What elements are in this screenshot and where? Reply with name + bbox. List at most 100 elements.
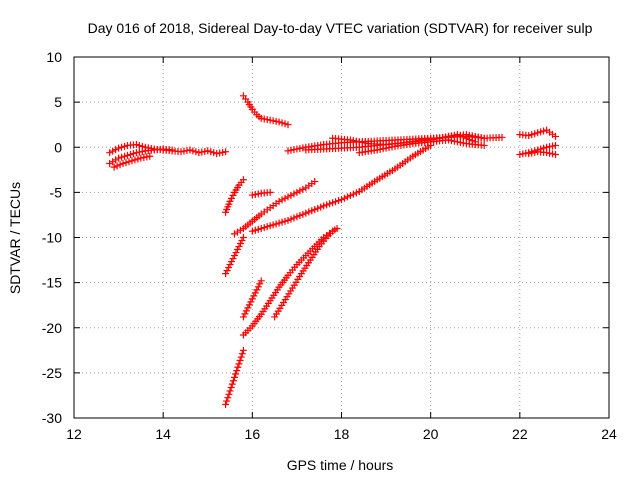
data-point-marker bbox=[210, 149, 218, 157]
data-point-marker bbox=[293, 188, 301, 196]
data-point-marker bbox=[382, 144, 390, 152]
x-tick-label: 24 bbox=[601, 426, 617, 442]
data-point-marker bbox=[379, 145, 387, 153]
data-series-17 bbox=[355, 136, 488, 157]
data-point-marker bbox=[278, 119, 286, 127]
data-point-marker bbox=[552, 141, 559, 149]
data-point-marker bbox=[290, 190, 298, 198]
data-point-marker bbox=[256, 280, 264, 288]
data-point-marker bbox=[305, 208, 313, 216]
tick-layer: 12 14 16 18 20 22 24 10 5 0 -5 -10 -15 -20 -25 -30 bbox=[42, 49, 617, 442]
data-point-marker bbox=[326, 200, 334, 208]
data-point-marker bbox=[242, 307, 250, 315]
data-point-marker bbox=[198, 148, 206, 156]
data-point-marker bbox=[275, 219, 283, 227]
data-series-2 bbox=[106, 145, 176, 167]
data-point-marker bbox=[284, 216, 292, 224]
data-point-marker bbox=[128, 157, 136, 165]
data-series-18 bbox=[516, 126, 559, 140]
y-tick-label: -20 bbox=[42, 320, 62, 336]
data-point-marker bbox=[480, 134, 488, 142]
data-point-marker bbox=[450, 137, 458, 145]
data-point-marker bbox=[233, 367, 241, 375]
data-point-marker bbox=[320, 202, 328, 210]
y-tick-label: -25 bbox=[42, 365, 62, 381]
data-point-marker bbox=[239, 234, 247, 241]
data-point-marker bbox=[231, 252, 238, 260]
x-tick-label: 16 bbox=[245, 426, 261, 442]
data-point-marker bbox=[293, 145, 301, 153]
data-point-marker bbox=[229, 191, 237, 199]
data-point-marker bbox=[358, 138, 366, 146]
data-series-13 bbox=[222, 346, 247, 408]
x-tick-label: 20 bbox=[423, 426, 439, 442]
data-point-marker bbox=[546, 143, 554, 151]
data-point-marker bbox=[456, 132, 464, 140]
data-point-marker bbox=[355, 138, 363, 146]
data-point-marker bbox=[552, 132, 559, 140]
data-point-marker bbox=[115, 154, 123, 162]
data-point-marker bbox=[177, 148, 185, 156]
data-point-marker bbox=[519, 150, 527, 158]
data-point-marker bbox=[272, 220, 280, 228]
data-point-marker bbox=[299, 210, 307, 218]
data-point-marker bbox=[257, 277, 265, 285]
data-point-marker bbox=[222, 270, 230, 278]
data-point-marker bbox=[132, 149, 140, 157]
data-point-marker bbox=[235, 360, 243, 368]
data-point-marker bbox=[311, 206, 319, 214]
data-point-marker bbox=[281, 217, 289, 225]
data-point-marker bbox=[228, 380, 236, 388]
data-point-marker bbox=[459, 139, 467, 147]
data-point-marker bbox=[459, 133, 467, 141]
data-point-marker bbox=[537, 128, 545, 136]
data-point-marker bbox=[278, 196, 286, 204]
data-layer bbox=[106, 92, 559, 408]
data-point-marker bbox=[525, 150, 533, 158]
data-series-12 bbox=[271, 227, 337, 321]
data-point-marker bbox=[124, 151, 131, 159]
data-point-marker bbox=[528, 149, 536, 157]
data-point-marker bbox=[235, 243, 243, 251]
data-point-marker bbox=[317, 203, 325, 211]
data-point-marker bbox=[287, 215, 295, 223]
grid-layer bbox=[74, 57, 609, 418]
data-point-marker bbox=[121, 152, 129, 160]
data-point-marker bbox=[349, 137, 357, 145]
data-point-marker bbox=[118, 143, 126, 151]
data-point-marker bbox=[146, 152, 154, 160]
data-point-marker bbox=[263, 116, 271, 124]
data-point-marker bbox=[222, 148, 230, 156]
data-point-marker bbox=[302, 209, 310, 217]
data-point-marker bbox=[250, 292, 258, 300]
x-tick-label: 18 bbox=[334, 426, 350, 442]
data-point-marker bbox=[229, 255, 237, 263]
y-tick-label: -5 bbox=[50, 184, 63, 200]
data-point-marker bbox=[238, 350, 246, 358]
data-point-marker bbox=[239, 313, 247, 321]
data-point-marker bbox=[540, 127, 548, 135]
data-point-marker bbox=[207, 148, 215, 156]
data-point-marker bbox=[453, 138, 461, 146]
data-series-7 bbox=[231, 178, 319, 238]
data-point-marker bbox=[245, 301, 253, 309]
data-point-marker bbox=[186, 146, 194, 154]
data-point-marker bbox=[183, 147, 191, 155]
data-point-marker bbox=[253, 286, 261, 294]
data-point-marker bbox=[266, 116, 274, 124]
data-point-marker bbox=[134, 155, 142, 163]
data-point-marker bbox=[226, 197, 234, 205]
data-point-marker bbox=[281, 194, 289, 202]
data-point-marker bbox=[239, 176, 247, 184]
data-series-8 bbox=[248, 141, 435, 235]
chart-title: Day 016 of 2018, Sidereal Day-to-day VTE… bbox=[88, 20, 593, 36]
data-point-marker bbox=[287, 146, 295, 154]
data-point-marker bbox=[115, 144, 123, 152]
data-point-marker bbox=[534, 129, 542, 137]
data-point-marker bbox=[281, 120, 289, 128]
data-point-marker bbox=[251, 190, 259, 198]
y-tick-label: 5 bbox=[54, 94, 62, 110]
data-point-marker bbox=[287, 191, 295, 199]
data-point-marker bbox=[223, 397, 231, 405]
